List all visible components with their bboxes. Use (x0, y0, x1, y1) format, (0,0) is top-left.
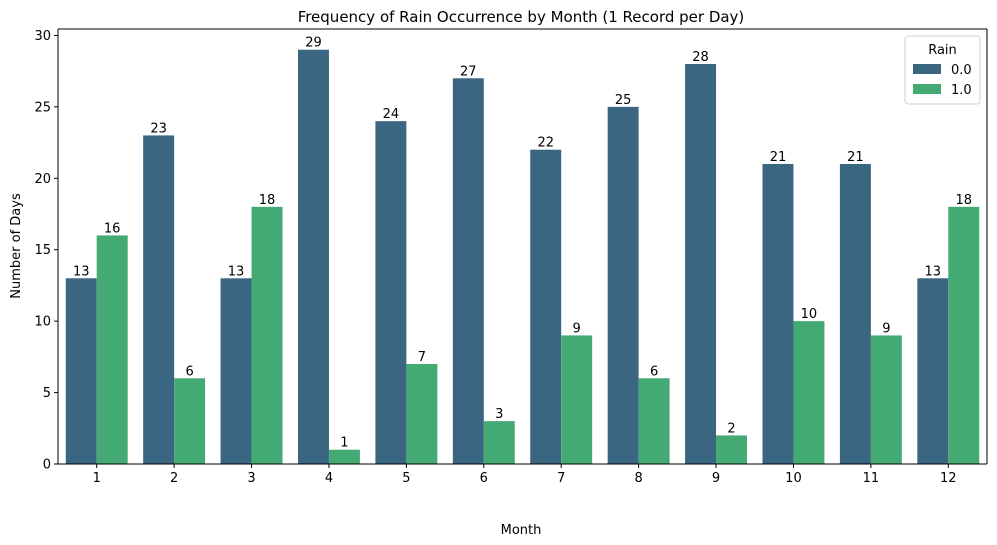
bar-value-label: 9 (573, 321, 581, 336)
bar (530, 149, 562, 464)
bar-value-label: 10 (801, 307, 818, 322)
bar (638, 378, 670, 464)
x-tick-label: 11 (863, 471, 880, 486)
bar (375, 121, 407, 465)
x-tick-label: 5 (402, 471, 410, 486)
bar-value-label: 7 (418, 350, 426, 365)
bar-value-label: 2 (727, 421, 735, 436)
x-tick-label: 1 (93, 471, 101, 486)
legend-swatch (913, 84, 941, 94)
x-axis-label: Month (501, 523, 542, 538)
x-tick-label: 9 (712, 471, 720, 486)
bar-value-label: 21 (770, 150, 787, 165)
y-axis-label: Number of Days (9, 193, 24, 299)
bar-value-label: 28 (692, 50, 709, 65)
bar-value-label: 3 (495, 407, 503, 422)
x-tick-label: 4 (325, 471, 333, 486)
bar-value-label: 29 (305, 36, 322, 51)
bar (297, 49, 329, 464)
x-tick-label: 12 (940, 471, 957, 486)
x-tick-label: 6 (480, 471, 488, 486)
x-tick-label: 8 (634, 471, 642, 486)
bar-value-label: 18 (956, 193, 973, 208)
bar-value-label: 13 (925, 264, 942, 279)
bar (174, 378, 206, 464)
bar (716, 435, 748, 464)
bar-value-label: 25 (615, 93, 632, 108)
y-tick-label: 15 (34, 243, 51, 258)
bar (870, 335, 902, 464)
bar-value-label: 18 (259, 193, 276, 208)
bar (948, 206, 980, 464)
bar (483, 421, 515, 464)
y-tick-label: 25 (34, 100, 51, 115)
bar (143, 135, 175, 464)
legend-label: 0.0 (951, 63, 972, 78)
bar-value-label: 24 (383, 107, 400, 122)
bar-value-label: 16 (104, 221, 121, 236)
bar-value-label: 9 (882, 321, 890, 336)
bar-value-label: 23 (150, 121, 167, 136)
y-tick-label: 10 (34, 315, 51, 330)
bar-value-label: 13 (228, 264, 245, 279)
bar (917, 278, 949, 464)
y-tick-label: 20 (34, 172, 51, 187)
legend: Rain 0.0 1.0 (904, 35, 981, 105)
x-tick-label: 2 (170, 471, 178, 486)
bar (328, 449, 360, 464)
y-tick-label: 5 (43, 386, 51, 401)
x-tick-label: 10 (785, 471, 802, 486)
chart-title: Frequency of Rain Occurrence by Month (1… (298, 8, 745, 26)
bar (685, 64, 717, 464)
x-tick-label: 7 (557, 471, 565, 486)
bar-value-label: 1 (340, 436, 348, 451)
bar (251, 206, 283, 464)
bar (839, 164, 871, 464)
bar-value-label: 6 (650, 364, 658, 379)
bar (561, 335, 593, 464)
bar (793, 321, 825, 464)
bar (96, 235, 128, 464)
legend-title: Rain (928, 43, 957, 58)
x-tick-label: 3 (247, 471, 255, 486)
bar-value-label: 22 (537, 136, 554, 151)
bar (220, 278, 252, 464)
bar (406, 364, 438, 464)
bar (762, 164, 794, 464)
bar (452, 78, 484, 465)
bar-value-label: 13 (73, 264, 90, 279)
bar-value-label: 6 (185, 364, 193, 379)
y-tick-label: 30 (34, 29, 51, 44)
bar (65, 278, 97, 464)
bar-value-label: 27 (460, 64, 477, 79)
legend-label: 1.0 (951, 83, 972, 98)
legend-swatch (913, 64, 941, 74)
y-tick-label: 0 (43, 458, 51, 473)
bar (607, 106, 639, 464)
bar-value-label: 21 (847, 150, 864, 165)
